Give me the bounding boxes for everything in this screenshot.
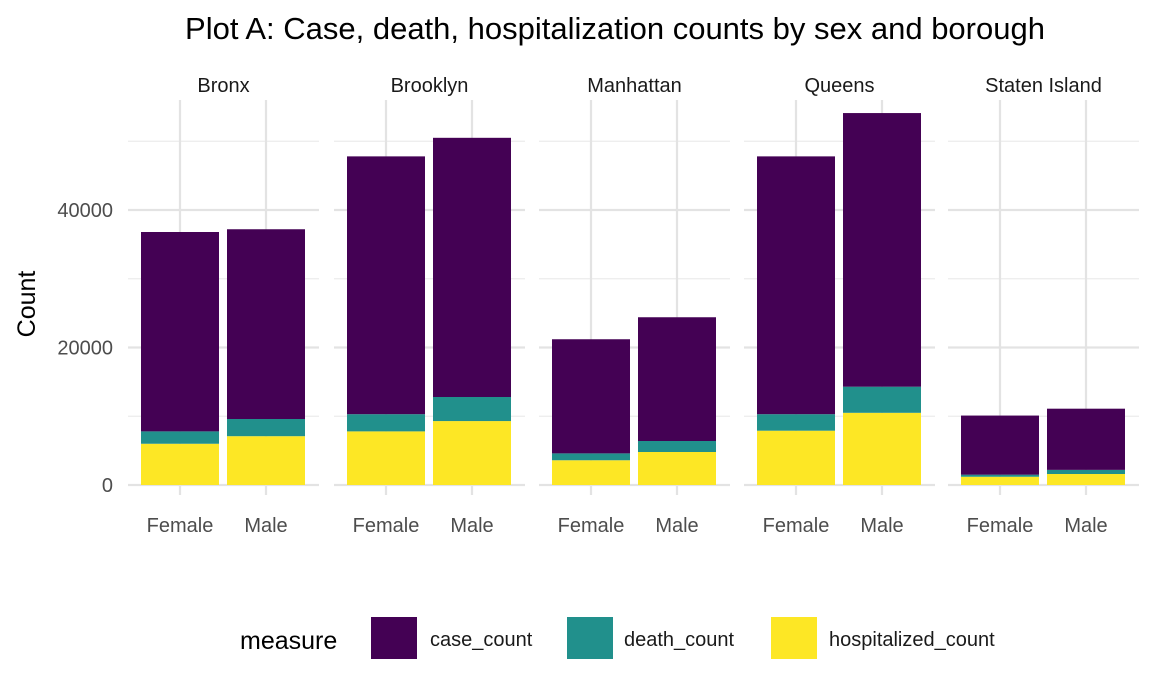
legend-title: measure [240,627,337,655]
bar-manhattan-male-case-count [638,317,716,441]
y-tick-label: 0 [102,475,113,497]
bar-brooklyn-male-hospitalized-count [433,421,511,485]
facet-label: Bronx [197,75,249,97]
legend-key-hospitalized-count [771,617,817,659]
bar-manhattan-female-death-count [552,453,630,461]
bar-queens-female-case-count [757,156,835,415]
bar-manhattan-male-death-count [638,441,716,452]
bar-manhattan-female-hospitalized-count [552,460,630,485]
bar-queens-male-death-count [843,386,921,413]
legend: measure case_count death_count hospitalize… [240,617,995,659]
legend-key-death-count [567,617,613,659]
legend-items: case_count death_count hospitalized_count [371,617,995,659]
y-axis-title: Count [13,271,41,338]
facet-panel-manhattan: Manhattan Female Male [539,75,730,537]
facet-panel-staten-island: Staten Island Female Male [948,75,1139,537]
legend-label-case-count: case_count [430,629,533,651]
bar-brooklyn-female-case-count [347,156,425,415]
bar-staten-island-male-case-count [1047,408,1125,470]
x-tick-label: Female [147,515,214,537]
x-tick-label: Female [763,515,830,537]
bar-bronx-female-case-count [141,232,219,432]
bar-manhattan-male-hospitalized-count [638,452,716,485]
x-tick-label: Male [860,515,903,537]
chart-title: Plot A: Case, death, hospitalization cou… [185,11,1045,46]
bar-manhattan-female-case-count [552,339,630,454]
bar-brooklyn-male-death-count [433,397,511,422]
bar-staten-island-female-case-count [961,415,1039,475]
facet-label: Manhattan [587,75,682,97]
x-tick-label: Female [353,515,420,537]
legend-label-death-count: death_count [624,629,735,651]
bar-staten-island-male-hospitalized-count [1047,474,1125,485]
bar-bronx-male-case-count [227,229,305,419]
bar-queens-male-case-count [843,113,921,387]
facet-panel-queens: Queens Female Male [744,75,935,537]
bar-queens-male-hospitalized-count [843,412,921,485]
legend-key-case-count [371,617,417,659]
bar-queens-female-hospitalized-count [757,430,835,485]
legend-label-hospitalized-count: hospitalized_count [829,629,995,651]
bar-bronx-male-death-count [227,419,305,437]
x-tick-label: Female [967,515,1034,537]
bar-brooklyn-male-case-count [433,137,511,397]
bar-bronx-female-death-count [141,431,219,444]
facet-panel-brooklyn: Brooklyn Female Male [334,75,525,537]
bar-brooklyn-female-death-count [347,414,425,432]
bar-bronx-female-hospitalized-count [141,443,219,485]
y-tick-label: 20000 [57,338,113,360]
x-tick-label: Male [1064,515,1107,537]
facet-label: Staten Island [985,75,1102,97]
x-tick-label: Female [558,515,625,537]
x-tick-label: Male [244,515,287,537]
facet-label: Brooklyn [391,75,469,97]
y-tick-label: 40000 [57,200,113,222]
facet-label: Queens [804,75,874,97]
facet-panel-bronx: Bronx Female Male [128,75,319,537]
bar-staten-island-female-death-count [961,474,1039,477]
y-axis-ticks: 0 20000 40000 [57,200,113,497]
bar-bronx-male-hospitalized-count [227,436,305,485]
bar-staten-island-female-hospitalized-count [961,476,1039,485]
x-tick-label: Male [450,515,493,537]
bar-brooklyn-female-hospitalized-count [347,431,425,485]
bar-staten-island-male-death-count [1047,469,1125,474]
bar-queens-female-death-count [757,414,835,431]
x-tick-label: Male [655,515,698,537]
